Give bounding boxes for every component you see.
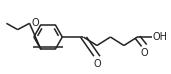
Text: OH: OH bbox=[153, 32, 168, 42]
Text: O: O bbox=[93, 59, 101, 69]
Text: O: O bbox=[140, 48, 148, 58]
Text: O: O bbox=[31, 18, 39, 28]
